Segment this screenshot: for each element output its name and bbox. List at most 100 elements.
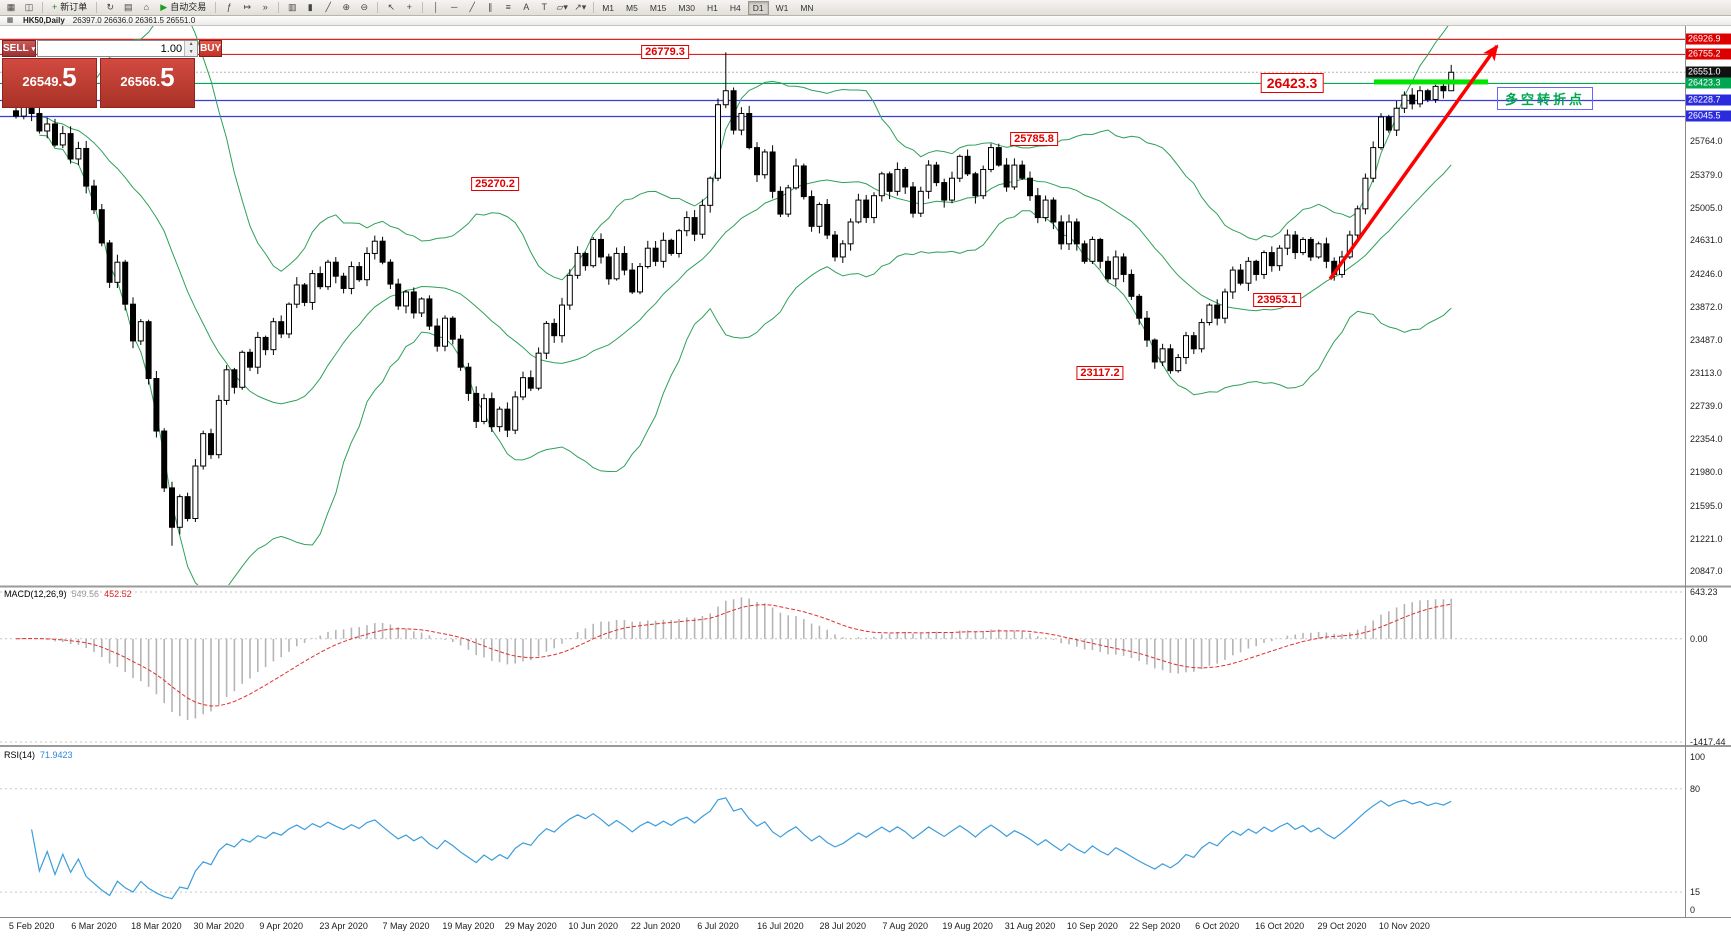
rsi-label: RSI(14) 71.9423 — [4, 750, 73, 760]
date-label: 23 Apr 2020 — [319, 921, 368, 931]
date-label: 19 Aug 2020 — [942, 921, 993, 931]
price-axis-tick: 21595.0 — [1690, 500, 1723, 511]
date-label: 19 May 2020 — [442, 921, 495, 931]
chart-profile-icon[interactable]: ◫ — [24, 2, 34, 12]
timeframe-h4[interactable]: H4 — [729, 2, 741, 13]
chart-ohlc: 26397.0 26636.0 26361.5 26551.0 — [72, 16, 196, 25]
channel-icon[interactable]: ∥ — [487, 2, 493, 12]
new-order-button[interactable]: + 新订单 — [48, 1, 91, 14]
zoom-in-icon[interactable]: ⊕ — [342, 2, 350, 12]
shapes-icon[interactable]: ▱▾ — [556, 2, 568, 12]
price-callout: 23953.1 — [1253, 292, 1301, 307]
rsi-axis-tick: 0 — [1690, 905, 1696, 915]
fibonacci-icon[interactable]: ≡ — [505, 2, 511, 12]
timeframe-d1[interactable]: D1 — [747, 0, 769, 15]
auto-scroll-icon[interactable]: » — [262, 2, 268, 12]
price-axis-tick: 23113.0 — [1690, 368, 1722, 379]
trade-panel-price-row: 26549. 5 26566. 5 — [2, 58, 195, 108]
refresh-icon[interactable]: ↻ — [106, 2, 115, 12]
chart-title: HK50,Daily — [23, 16, 65, 25]
line-chart-icon[interactable]: ╱ — [325, 2, 331, 12]
date-label: 18 Mar 2020 — [131, 921, 182, 931]
volume-input[interactable] — [38, 41, 185, 56]
buy-price-button[interactable]: 26566. 5 — [100, 58, 195, 108]
horizontal-line-icon[interactable]: ─ — [451, 2, 458, 12]
price-axis-tick: 22354.0 — [1690, 434, 1723, 445]
timeframe-h1[interactable]: H1 — [706, 2, 718, 13]
price-callout: 26779.3 — [641, 45, 689, 60]
price-axis-tick: 24246.0 — [1690, 268, 1723, 279]
toolbar-separator — [422, 2, 424, 13]
timeframe-mn[interactable]: MN — [800, 2, 814, 13]
bar-chart-icon[interactable]: ▥ — [287, 2, 297, 12]
autotrade-button[interactable]: ▶ 自动交易 — [156, 1, 210, 14]
rsi-axis-tick: 80 — [1690, 783, 1701, 794]
chart-shift-icon[interactable]: ↦ — [243, 2, 251, 12]
vertical-line-icon[interactable]: │ — [433, 2, 440, 12]
support-highlight — [1374, 79, 1488, 85]
price-axis-tick: 25764.0 — [1690, 136, 1723, 147]
chevron-down-icon: ▾ — [31, 45, 36, 53]
chart-titlebar: ▦ HK50,Daily 26397.0 26636.0 26361.5 265… — [0, 16, 1731, 26]
rsi-axis-tick: 100 — [1690, 752, 1706, 762]
navigator-icon[interactable]: ⌂ — [143, 2, 149, 12]
buy-button[interactable]: BUY — [199, 40, 223, 57]
timeframe-m15[interactable]: M15 — [649, 2, 667, 13]
arrows-icon[interactable]: ↗▾ — [574, 2, 587, 12]
text-icon[interactable]: A — [523, 2, 530, 12]
price-axis-badge: 26755.2 — [1686, 48, 1731, 60]
trade-panel-top-row: SELL ▾ ▲ ▼ BUY — [2, 40, 223, 57]
timeframe-w1[interactable]: W1 — [775, 2, 789, 13]
toolbar-separator — [42, 2, 43, 13]
toolbar: ▦ ◫ + 新订单 ↻ ▤ ⌂ ▶ 自动交易 ƒ ↦ » ▥ ▮ ╱ ⊕ ⊖ ↖ + │ ─ ╱ ∥ ≡ A T ▱▾ ↗▾ M1 M5… — [0, 0, 1731, 16]
price-axis-tick: 21980.0 — [1690, 467, 1723, 478]
market-watch-icon[interactable]: ▤ — [124, 2, 133, 12]
date-label: 6 Mar 2020 — [71, 921, 117, 931]
time-axis[interactable] — [0, 917, 1731, 938]
volume-spinner: ▲ ▼ — [184, 41, 198, 56]
chart-grid-icon[interactable]: ▦ — [6, 2, 16, 12]
label-icon[interactable]: T — [541, 2, 547, 12]
date-label: 16 Jul 2020 — [757, 921, 804, 931]
timeframe-m5[interactable]: M5 — [626, 2, 638, 13]
trendline-icon[interactable]: ╱ — [469, 2, 475, 12]
rsi-axis-tick: 15 — [1690, 887, 1701, 898]
macd-label: MACD(12,26,9) 549.56 452.52 — [4, 589, 132, 599]
date-label: 29 Oct 2020 — [1317, 921, 1367, 931]
price-axis-tick: 22739.0 — [1690, 400, 1723, 411]
timeframe-group: M1 M5 M15 M30 H1 H4 D1 W1 MN — [597, 0, 818, 15]
macd-signal-line — [15, 603, 1452, 707]
zoom-out-icon[interactable]: ⊖ — [360, 2, 368, 12]
sell-price-button[interactable]: 26549. 5 — [2, 58, 97, 108]
buy-price-big-digit: 5 — [160, 62, 175, 92]
price-callout: 25270.2 — [471, 177, 519, 192]
date-label: 30 Mar 2020 — [193, 921, 245, 931]
one-click-trade-panel: SELL ▾ ▲ ▼ BUY 26549. 5 26566. 5 — [2, 40, 223, 108]
volume-increase-button[interactable]: ▲ — [185, 41, 198, 49]
toolbar-separator — [215, 2, 217, 13]
sell-button[interactable]: SELL ▾ — [2, 40, 37, 57]
crosshair-icon[interactable]: + — [406, 2, 412, 12]
toolbar-separator — [96, 2, 98, 13]
date-label: 10 Jun 2020 — [568, 921, 618, 931]
candlesticks — [13, 52, 1455, 546]
rsi-line — [31, 797, 1452, 900]
new-order-button-label: 新订单 — [60, 2, 88, 12]
date-label: 6 Jul 2020 — [697, 921, 739, 931]
date-label: 9 Apr 2020 — [259, 921, 303, 931]
cursor-icon[interactable]: ↖ — [387, 2, 395, 12]
turning-point-annotation: 多空转折点 — [1497, 87, 1594, 110]
volume-decrease-button[interactable]: ▼ — [185, 48, 198, 56]
timeframe-m30[interactable]: M30 — [678, 2, 695, 13]
indicators-icon[interactable]: ƒ — [226, 2, 232, 12]
chart-icon: ▦ — [6, 17, 14, 24]
date-label: 7 Aug 2020 — [882, 921, 928, 931]
macd-axis-tick: -1417.44 — [1690, 736, 1726, 747]
date-label: 6 Oct 2020 — [1195, 921, 1240, 931]
price-callout: 23117.2 — [1076, 365, 1124, 380]
candlestick-icon[interactable]: ▮ — [307, 2, 313, 12]
toolbar-separator — [278, 2, 280, 13]
timeframe-m1[interactable]: M1 — [602, 2, 615, 13]
